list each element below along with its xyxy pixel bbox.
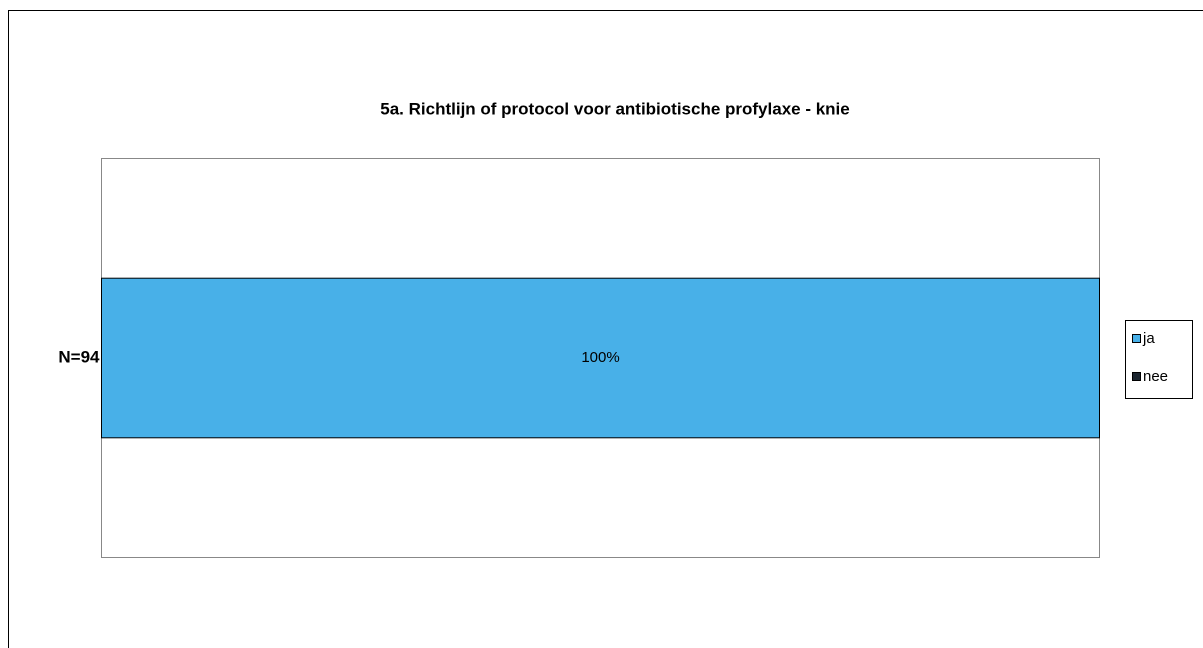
y-tick-label: N=94	[58, 347, 100, 366]
data-label: 100%	[581, 349, 619, 366]
legend	[1125, 320, 1193, 399]
legend-swatch	[1132, 334, 1141, 343]
bar-segment	[101, 277, 1100, 439]
legend-label: ja	[1142, 330, 1155, 347]
chart-title: 5a. Richtlijn of protocol voor antibioti…	[380, 99, 849, 118]
legend-label: nee	[1143, 368, 1168, 385]
legend-swatch	[1132, 372, 1141, 381]
